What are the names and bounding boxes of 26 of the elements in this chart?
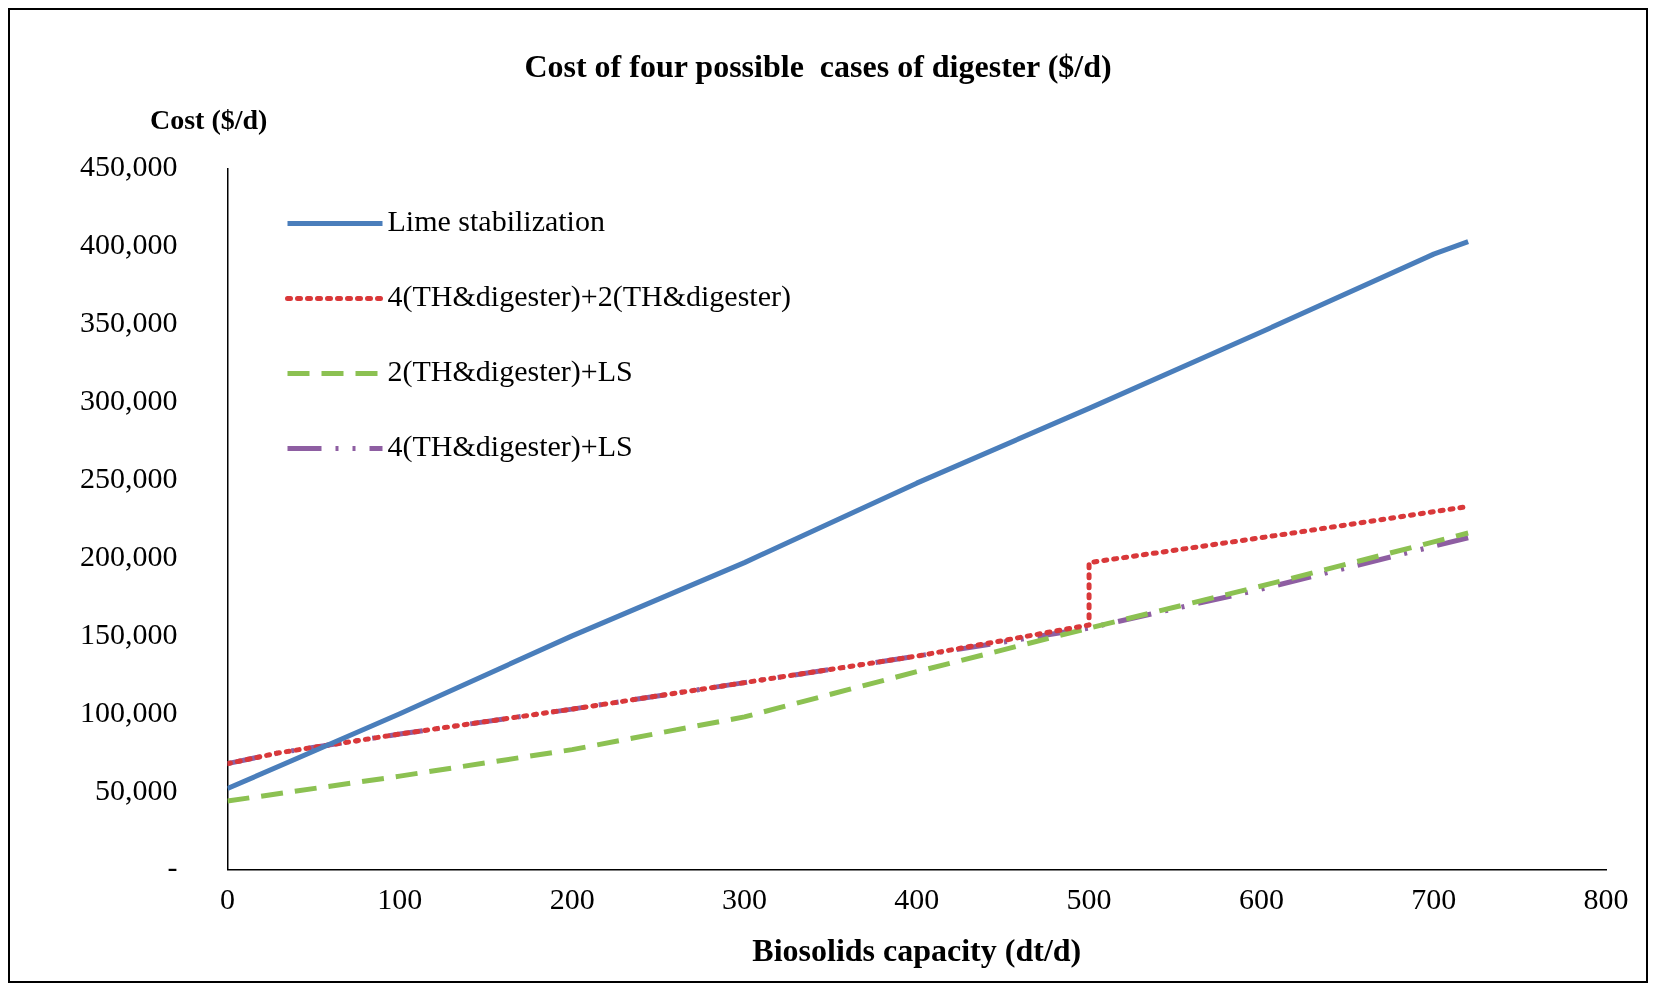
y-tick-label: 100,000 [80, 694, 178, 728]
y-tick-label: 400,000 [80, 227, 178, 261]
x-axis-title: Biosolids capacity (dt/d) [752, 932, 1082, 969]
legend-label: 2(TH&digester)+LS [387, 354, 633, 389]
legend-label: 4(TH&digester)+2(TH&digester) [387, 279, 791, 314]
x-tick-label: 500 [1066, 882, 1112, 916]
y-tick-label: 450,000 [80, 149, 178, 183]
y-axis-title: Cost ($/d) [150, 104, 268, 136]
y-tick-label: 50,000 [95, 772, 178, 806]
x-tick-label: 700 [1411, 882, 1457, 916]
y-tick-label: 350,000 [80, 305, 178, 339]
legend-label: Lime stabilization [387, 204, 605, 238]
x-tick-label: 100 [377, 882, 423, 916]
chart-title: Cost of four possible cases of digester ($/d) [524, 48, 1112, 85]
legend-label: 4(TH&digester)+LS [387, 429, 633, 464]
y-tick-label: 150,000 [80, 616, 178, 650]
y-tick-label: - [167, 850, 178, 884]
y-tick-label: 250,000 [80, 460, 178, 494]
y-tick-label: 300,000 [80, 383, 178, 417]
x-tick-label: 400 [894, 882, 940, 916]
x-tick-label: 300 [721, 882, 767, 916]
x-tick-label: 600 [1238, 882, 1284, 916]
y-tick-label: 200,000 [80, 538, 178, 572]
x-tick-label: 0 [220, 882, 235, 916]
x-tick-label: 800 [1583, 882, 1629, 916]
x-tick-label: 200 [549, 882, 595, 916]
